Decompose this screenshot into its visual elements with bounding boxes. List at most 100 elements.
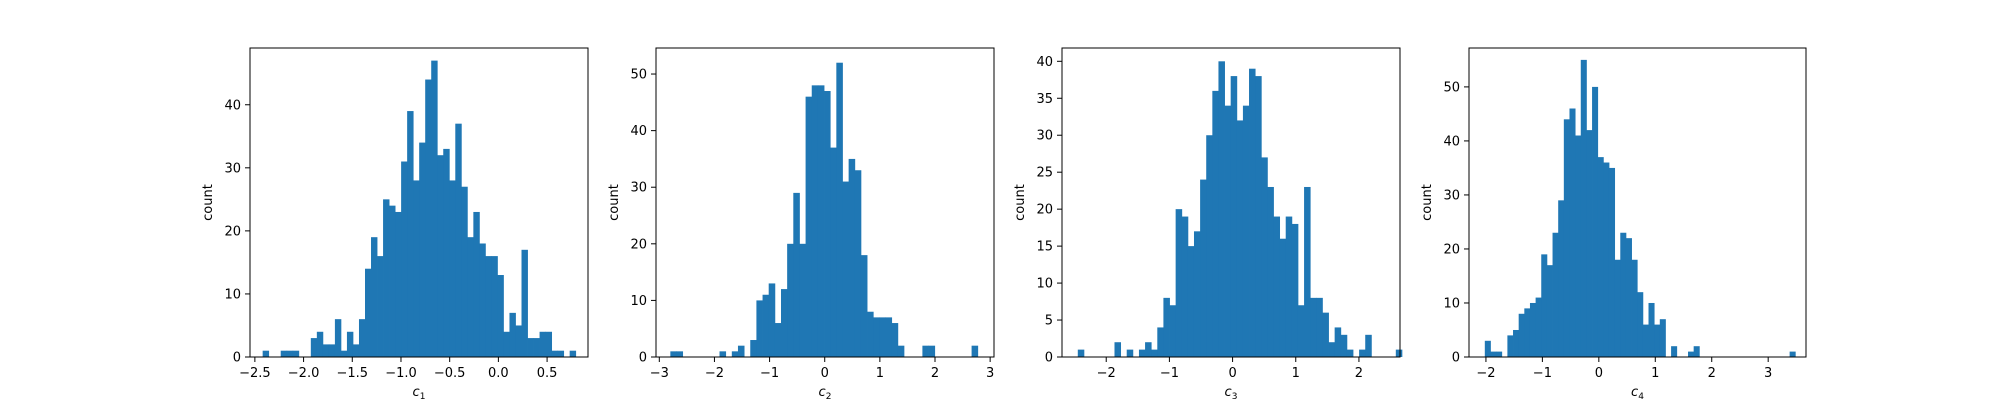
histogram-bar bbox=[1334, 327, 1342, 357]
y-tick-label: 40 bbox=[630, 124, 647, 139]
histogram-bar bbox=[557, 350, 565, 357]
x-tick-label: −2 bbox=[1097, 366, 1116, 381]
histogram-bar bbox=[1163, 297, 1170, 357]
histogram-bar bbox=[545, 331, 553, 357]
y-tick-label: 30 bbox=[630, 181, 647, 196]
x-tick-label: 0.5 bbox=[537, 366, 558, 381]
y-tick-label: 0 bbox=[233, 351, 241, 366]
histogram-bar bbox=[1322, 312, 1329, 357]
histogram-bar bbox=[371, 237, 378, 357]
histogram-bar bbox=[1518, 313, 1525, 357]
histogram-bar bbox=[1200, 179, 1207, 357]
histogram-bar bbox=[377, 256, 384, 357]
histogram-bar bbox=[527, 338, 534, 357]
histogram-bar bbox=[533, 338, 540, 357]
histogram-bar bbox=[885, 317, 893, 357]
histogram-bar bbox=[497, 275, 504, 357]
histogram-bar bbox=[1654, 324, 1661, 357]
histogram-bar bbox=[848, 158, 856, 357]
x-tick-label: −2 bbox=[705, 366, 724, 381]
histogram-bar bbox=[280, 350, 288, 357]
histogram-bar bbox=[737, 345, 745, 357]
histogram-bar bbox=[1575, 135, 1582, 357]
histogram-bar bbox=[817, 85, 825, 357]
histogram-bar bbox=[1637, 292, 1644, 357]
histogram-bar bbox=[473, 211, 480, 357]
histogram-bar bbox=[310, 338, 318, 357]
histogram-bar bbox=[873, 317, 880, 357]
histogram-bar bbox=[1297, 305, 1305, 357]
histogram-bar bbox=[1138, 349, 1146, 357]
histogram-bar bbox=[897, 345, 905, 357]
histogram-bar bbox=[1490, 351, 1497, 357]
x-axis-label: c3 bbox=[1225, 385, 1238, 400]
histogram-bar bbox=[1496, 351, 1503, 357]
histogram-bar bbox=[1236, 120, 1244, 357]
axes-frame bbox=[1061, 47, 1401, 358]
x-tick-label: 3 bbox=[986, 366, 994, 381]
histogram-bar bbox=[449, 180, 456, 357]
histogram-bar bbox=[1592, 86, 1599, 358]
x-tick-label: 2 bbox=[931, 366, 939, 381]
y-tick-label: 20 bbox=[224, 224, 241, 239]
histogram-bar bbox=[1242, 105, 1250, 357]
histogram-bar bbox=[1249, 68, 1256, 357]
histogram-bar bbox=[1620, 232, 1627, 357]
histogram-bar bbox=[389, 205, 396, 357]
histogram-bar bbox=[1273, 216, 1281, 357]
y-axis-label: count bbox=[607, 184, 622, 221]
axes-frame bbox=[249, 47, 589, 358]
histogram-bar bbox=[1218, 61, 1225, 358]
histogram-bar bbox=[1648, 302, 1655, 357]
histogram-bar bbox=[358, 319, 366, 357]
histogram-bar bbox=[340, 350, 348, 357]
histogram-bar bbox=[756, 300, 763, 357]
histogram-bar bbox=[1580, 59, 1587, 357]
y-axis-label: count bbox=[1013, 184, 1028, 221]
histogram-bar bbox=[425, 79, 432, 357]
x-axis-label: c1 bbox=[413, 385, 426, 400]
histogram-bar bbox=[805, 96, 813, 358]
histogram-bar bbox=[1175, 209, 1183, 357]
histogram-bar bbox=[824, 91, 831, 357]
histogram-bar bbox=[1659, 319, 1666, 357]
y-tick-label: 20 bbox=[630, 237, 647, 252]
histogram-bar bbox=[1169, 305, 1177, 357]
histogram-bar bbox=[1157, 327, 1164, 357]
y-tick-label: 30 bbox=[1443, 188, 1460, 203]
histogram-bar bbox=[407, 111, 414, 357]
histogram-bar bbox=[1484, 340, 1491, 357]
histogram-bar bbox=[1187, 246, 1195, 357]
histogram-bar bbox=[1279, 238, 1287, 357]
histogram-bar bbox=[922, 345, 929, 357]
histogram-bar bbox=[1671, 346, 1678, 357]
x-tick-label: 3 bbox=[1764, 366, 1772, 381]
histogram-bar bbox=[479, 243, 486, 357]
histogram-bar bbox=[316, 331, 324, 357]
histogram-bar bbox=[1569, 108, 1576, 357]
histogram-bar bbox=[1151, 349, 1158, 357]
x-axis-label: c2 bbox=[819, 385, 832, 400]
histogram-bar bbox=[467, 237, 474, 357]
x-tick-label: 0.0 bbox=[488, 366, 509, 381]
histogram-bar bbox=[1535, 297, 1542, 357]
histogram-bar bbox=[461, 186, 468, 357]
histogram-bar bbox=[455, 123, 462, 357]
histogram-bar bbox=[1267, 186, 1274, 357]
histogram-bar bbox=[352, 344, 360, 357]
histogram-bar bbox=[793, 192, 800, 357]
histogram-bar bbox=[346, 331, 354, 357]
histogram-bar bbox=[485, 256, 492, 357]
histogram-bar bbox=[1181, 216, 1189, 357]
histogram-bar bbox=[1193, 231, 1201, 357]
x-tick-label: 0 bbox=[1228, 366, 1236, 381]
histogram-bar bbox=[1114, 342, 1122, 357]
histogram-bar bbox=[774, 323, 782, 357]
y-tick-label: 50 bbox=[630, 68, 647, 83]
histogram-bar bbox=[842, 181, 850, 357]
histogram-bar bbox=[521, 249, 528, 357]
histogram-bar bbox=[328, 344, 336, 357]
histogram-bar bbox=[928, 345, 936, 357]
